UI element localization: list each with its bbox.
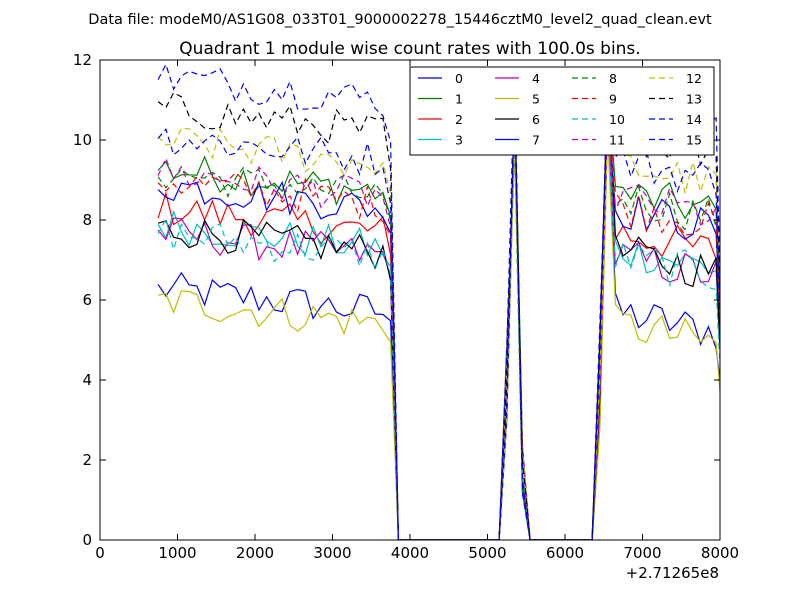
x-tick-label: 6000 — [546, 544, 584, 562]
y-tick-label: 6 — [82, 291, 92, 309]
series-line-12 — [157, 127, 720, 540]
series-line-14 — [157, 68, 720, 540]
x-tick-label: 5000 — [468, 544, 506, 562]
series-line-9 — [157, 102, 720, 540]
x-tick-label: 1000 — [158, 544, 196, 562]
legend-label-13: 13 — [686, 92, 702, 107]
legend-label-0: 0 — [455, 71, 463, 86]
series-line-0 — [157, 103, 720, 540]
series-line-5 — [157, 132, 720, 540]
legend-label-10: 10 — [609, 112, 625, 127]
x-tick-label: 7000 — [623, 544, 661, 562]
x-tick-label: 0 — [95, 544, 105, 562]
legend-label-9: 9 — [609, 92, 617, 107]
legend-label-6: 6 — [532, 112, 540, 127]
legend-label-14: 14 — [686, 112, 702, 127]
y-tick-label: 0 — [82, 531, 92, 549]
y-tick-label: 2 — [82, 451, 92, 469]
legend-label-7: 7 — [532, 133, 540, 148]
y-tick-label: 12 — [73, 51, 92, 69]
legend-label-4: 4 — [532, 71, 540, 86]
series-line-4 — [157, 114, 720, 540]
axes-layer: 0 1000 2000 3000 4000 5000 6000 7000 80000246810… — [73, 51, 739, 562]
x-tick-label: 2000 — [236, 544, 274, 562]
series-line-8 — [157, 131, 720, 540]
x-tick-label: 8000 — [701, 544, 739, 562]
x-offset-label: +2.71265e8 — [626, 564, 719, 582]
chart-suptitle: Data file: modeM0/AS1G08_033T01_90000022… — [88, 12, 712, 28]
x-tick-label: 4000 — [391, 544, 429, 562]
y-tick-label: 4 — [82, 371, 92, 389]
x-tick-label: 3000 — [313, 544, 351, 562]
legend-label-1: 1 — [455, 92, 463, 107]
legend-label-15: 15 — [686, 133, 702, 148]
series-line-10 — [157, 125, 720, 540]
legend-label-5: 5 — [532, 92, 540, 107]
series-line-2 — [157, 95, 720, 540]
y-tick-label: 10 — [73, 131, 92, 149]
series-line-11 — [157, 119, 720, 540]
series-line-1 — [157, 80, 720, 540]
series-line-7 — [157, 98, 720, 540]
series-line-3 — [157, 119, 720, 540]
series-layer — [157, 62, 720, 540]
y-tick-label: 8 — [82, 211, 92, 229]
legend-label-8: 8 — [609, 71, 617, 86]
legend-label-12: 12 — [686, 71, 702, 86]
series-line-6 — [157, 76, 720, 540]
legend-box — [409, 66, 715, 156]
legend-label-2: 2 — [455, 112, 463, 127]
legend-label-11: 11 — [609, 133, 625, 148]
legend-label-3: 3 — [455, 133, 463, 148]
chart-title: Quadrant 1 module wise count rates with … — [179, 39, 640, 59]
